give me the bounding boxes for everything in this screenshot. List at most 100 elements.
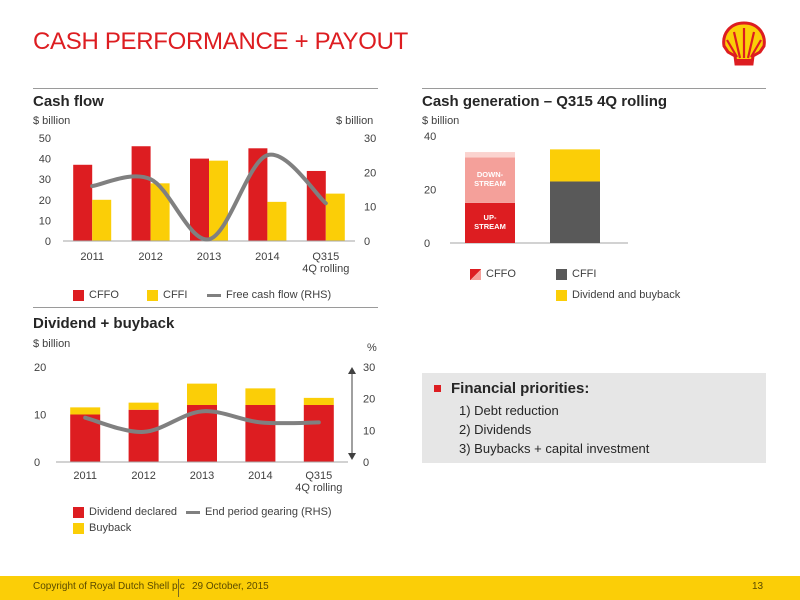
x-tick-label: 2013 [190, 470, 214, 482]
bar-cffo [306, 170, 326, 241]
legend-div-buyback: Dividend and buyback [556, 289, 680, 301]
bar-cffi [150, 183, 170, 241]
priority-item: 1) Debt reduction [459, 403, 559, 418]
legend-label: CFFI [163, 289, 188, 301]
x-tick-label: 2011 [73, 470, 97, 482]
legend-label: Free cash flow (RHS) [226, 289, 332, 301]
cashgen-title: Cash generation – Q315 4Q rolling [422, 93, 668, 110]
legend-label: CFFI [572, 268, 597, 280]
bar-buyback [128, 402, 159, 410]
legend-buyback: Buyback [73, 522, 131, 534]
free-cash-flow-line [90, 152, 328, 242]
legend-label: End period gearing (RHS) [205, 506, 332, 518]
legend-swatch-yellow [147, 289, 158, 301]
bar-cffi [325, 193, 345, 241]
legend-fcf: Free cash flow (RHS) [207, 289, 331, 301]
stack-segment [465, 202, 515, 243]
legend-line-grey [186, 510, 200, 514]
legend-label: CFFO [89, 289, 119, 301]
upstream-label: UP-STREAM [474, 213, 506, 231]
legend-label: Dividend and buyback [572, 289, 681, 301]
stack-segment [550, 149, 600, 182]
legend-swatch-red-pink [470, 268, 481, 280]
y-tick-label: 40 [39, 154, 51, 166]
cashflow-chart: 0 10 20 30 40 50 0 10 20 30 2011 2012 2013 2014 Q315 4Q… [39, 133, 377, 275]
y-tick-label: 0 [45, 236, 51, 248]
x-tick-label: 2013 [197, 251, 221, 263]
divider [33, 88, 378, 89]
y2-tick-label: 10 [364, 202, 376, 214]
divider [33, 307, 378, 308]
legend-cffo: CFFO [73, 289, 119, 301]
legend-swatch-yellow [556, 289, 567, 301]
legend-cffi: CFFI [556, 268, 596, 280]
bar-cffi [267, 201, 287, 241]
dividend-chart: 0 10 20 0 10 20 30 2011 2012 2013 2014 Q315 4Q rolli… [34, 362, 375, 494]
y-tick-label: 10 [39, 215, 51, 227]
x-tick-label: 2012 [131, 470, 155, 482]
y-tick-label: 40 [424, 131, 436, 143]
legend-label: Dividend declared [89, 506, 178, 518]
cashgen-unit: $ billion [422, 115, 460, 127]
bar-cffo [190, 158, 209, 241]
legend-dividend: Dividend declared [73, 506, 177, 518]
legend-line-grey [207, 293, 221, 297]
y-tick-label: 50 [39, 133, 51, 145]
gearing-line [83, 409, 321, 434]
footer-separator [178, 579, 179, 597]
bar-cffi [209, 160, 228, 241]
financial-priorities-box: Financial priorities: 1) Debt reduction … [422, 373, 766, 463]
bar-buyback [245, 388, 276, 405]
cashflow-unit-left: $ billion [33, 115, 71, 127]
legend-cffo: CFFO [470, 268, 516, 280]
priority-item: 2) Dividends [459, 422, 532, 437]
x-tick-label: Q315 4Q rolling [295, 470, 342, 494]
cashgen-chart: 0 20 40 DOWN-STREAM UP-STREAM [424, 131, 628, 250]
y-tick-label: 10 [34, 410, 46, 422]
y2-tick-label: 20 [363, 394, 375, 406]
legend-label: Buyback [89, 522, 132, 534]
dividend-title: Dividend + buyback [33, 315, 175, 332]
bar-dividend-declared [245, 405, 276, 462]
downstream-label: DOWN-STREAM [474, 170, 506, 188]
page-title: CASH PERFORMANCE + PAYOUT [33, 28, 409, 55]
bar-cffo [131, 146, 151, 241]
y-tick-label: 20 [34, 362, 46, 374]
priority-item: 3) Buybacks + capital investment [459, 441, 650, 456]
legend-swatch-red [73, 506, 84, 518]
footer-date: 29 October, 2015 [192, 581, 269, 592]
y2-tick-label: 10 [363, 425, 375, 437]
bar-dividend-declared [128, 409, 159, 462]
y-tick-label: 20 [424, 185, 436, 197]
arrow-down-icon [348, 453, 356, 460]
shell-logo [722, 21, 766, 66]
y2-tick-label: 0 [363, 457, 369, 469]
footer-page-number: 13 [752, 581, 764, 592]
divider [422, 88, 766, 89]
bar-cffo [73, 164, 93, 241]
x-tick-label: 2014 [255, 251, 279, 263]
y2-tick-label: 30 [364, 133, 376, 145]
stack-segment [465, 152, 515, 158]
footer-copyright: Copyright of Royal Dutch Shell plc [33, 581, 185, 592]
stack-segment [550, 181, 600, 243]
x-tick-label: 2014 [248, 470, 272, 482]
y2-tick-label: 30 [363, 362, 375, 374]
priorities-heading: Financial priorities: [434, 380, 589, 397]
bullet-icon [434, 385, 441, 392]
bar-buyback [187, 383, 217, 405]
y-tick-label: 20 [39, 195, 51, 207]
footer: Copyright of Royal Dutch Shell plc 29 Oc… [0, 576, 800, 600]
cashflow-unit-right: $ billion [336, 115, 374, 127]
y2-tick-label: 20 [364, 167, 376, 179]
x-tick-label: Q315 4Q rolling [302, 251, 349, 275]
dividend-unit-right: % [367, 342, 377, 354]
x-tick-label: 2011 [80, 251, 104, 263]
legend-label: CFFO [486, 268, 516, 280]
priorities-heading-text: Financial priorities: [451, 380, 590, 397]
cashflow-title: Cash flow [33, 93, 104, 110]
stack-segment [465, 157, 515, 203]
legend-gearing: End period gearing (RHS) [186, 506, 332, 518]
y-tick-label: 0 [424, 238, 430, 250]
bar-buyback [70, 407, 101, 415]
